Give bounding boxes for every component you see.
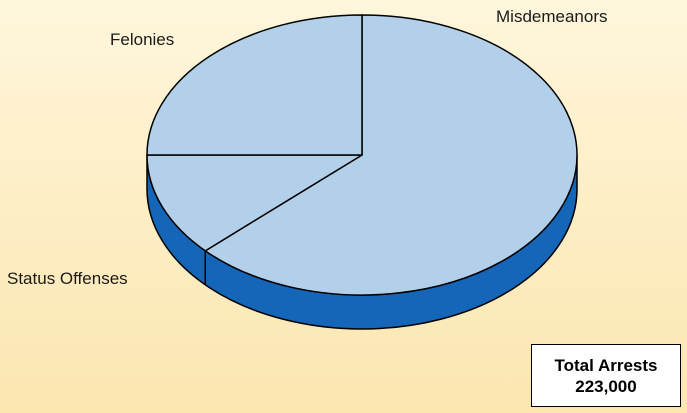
pie-slice-felonies xyxy=(146,14,363,156)
total-arrests-value: 223,000 xyxy=(575,376,637,396)
slice-label-felonies: Felonies xyxy=(110,30,175,49)
total-arrests-box: Total Arrests 223,000 xyxy=(531,344,681,407)
slice-label-misdemeanors: Misdemeanors xyxy=(496,7,608,26)
total-arrests-label: Total Arrests xyxy=(554,355,658,375)
slice-label-status-offenses: Status Offenses xyxy=(7,269,128,288)
pie-slice-status-offenses xyxy=(146,154,363,252)
pie-slice-misdemeanors xyxy=(204,14,578,296)
